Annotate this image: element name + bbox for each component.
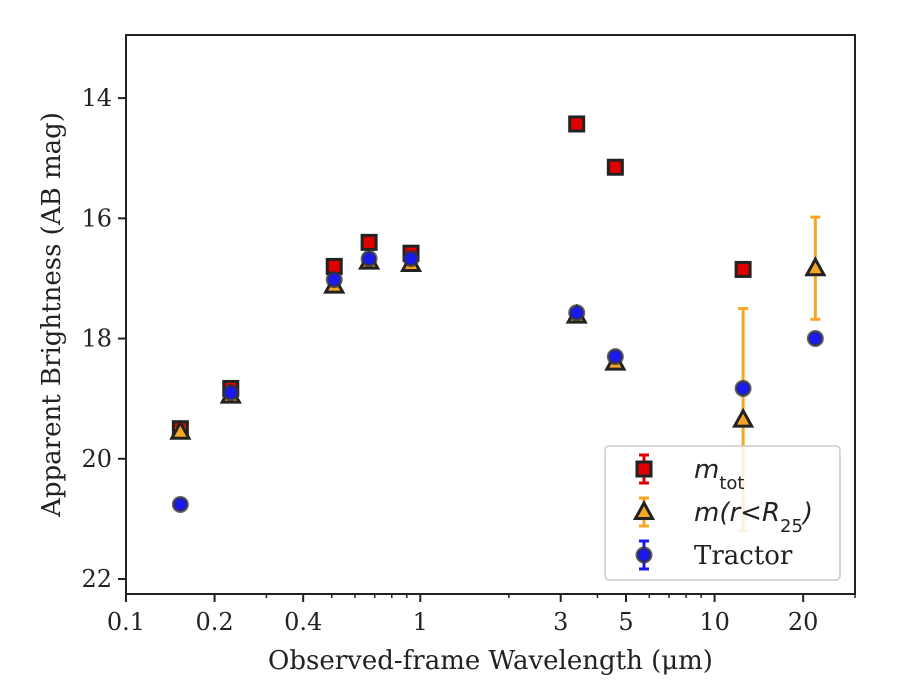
x-axis-label: Observed-frame Wavelength (μm) — [268, 646, 713, 676]
mtot-point — [606, 158, 624, 176]
mtot-point — [568, 115, 586, 133]
y-tick-label: 16 — [81, 204, 112, 232]
x-axis-ticks: 0.1 0.2 0.4 1 3 5 10 20 — [107, 594, 856, 636]
plot-frame — [125, 34, 856, 595]
tractor-point — [606, 348, 624, 366]
m-r-lt-r25-point — [804, 256, 827, 277]
legend-marker — [635, 460, 653, 478]
plot-content — [169, 115, 827, 533]
tractor-point — [806, 330, 824, 348]
y-axis-ticks: 14 16 18 20 22 — [81, 84, 126, 593]
x-tick-label: 3 — [553, 608, 568, 636]
y-axis-label: Apparent Brightness (AB mag) — [37, 112, 67, 518]
y-tick-label: 22 — [81, 565, 112, 593]
tractor-point — [325, 271, 343, 289]
x-tick-label: 0.2 — [196, 608, 234, 636]
legend-label: Tractor — [694, 541, 793, 571]
legend-box — [604, 445, 841, 581]
series-tractor — [171, 250, 824, 513]
x-tick-label: 20 — [788, 608, 819, 636]
mtot-point — [734, 260, 752, 278]
legend: mtot m(r<R25) Tractor — [604, 445, 841, 581]
tractor-point — [171, 495, 189, 513]
series-mtot — [171, 115, 752, 438]
tractor-point — [734, 379, 752, 397]
legend-marker — [632, 499, 656, 520]
m-r-lt-r25-point — [732, 407, 755, 428]
legend-marker — [635, 546, 653, 564]
tractor-point — [402, 250, 420, 268]
legend-label: m(r<R25) — [694, 498, 813, 537]
tractor-point — [568, 304, 586, 322]
legend-label: mtot — [694, 455, 744, 494]
y-tick-label: 18 — [81, 325, 112, 353]
y-tick-label: 20 — [81, 445, 112, 473]
mtot-point — [360, 233, 378, 251]
legend-item: Tractor — [635, 539, 793, 571]
x-tick-label: 10 — [699, 608, 730, 636]
m-r-lt-r25-point — [169, 419, 192, 440]
legend-item: m(r<R25) — [632, 496, 813, 537]
x-tick-label: 1 — [413, 608, 428, 636]
legend-item: mtot — [635, 453, 744, 494]
y-tick-label: 14 — [81, 84, 112, 112]
tractor-point — [360, 250, 378, 268]
x-tick-label: 5 — [618, 608, 633, 636]
x-tick-label: 0.1 — [107, 608, 145, 636]
tractor-point — [222, 384, 240, 402]
x-tick-label: 0.4 — [284, 608, 322, 636]
